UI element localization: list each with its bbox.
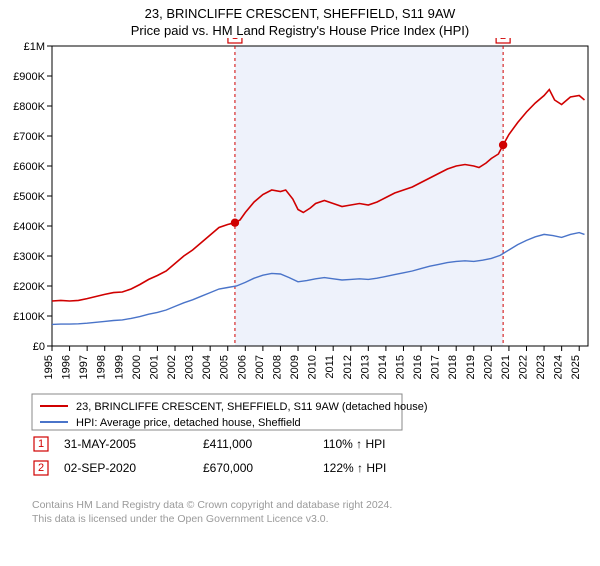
x-tick-label: 2016 <box>412 355 424 379</box>
x-tick-label: 2017 <box>430 355 442 379</box>
x-tick-label: 1998 <box>96 355 108 379</box>
x-tick-label: 2012 <box>342 355 354 379</box>
trans-marker-num: 2 <box>38 462 44 474</box>
x-tick-label: 1995 <box>43 355 55 379</box>
trans-pct: 122% ↑ HPI <box>323 461 386 475</box>
x-tick-label: 2015 <box>394 355 406 379</box>
y-tick-label: £800K <box>13 101 45 113</box>
y-tick-label: £600K <box>13 161 45 173</box>
trans-price: £670,000 <box>203 461 253 475</box>
y-tick-label: £700K <box>13 131 45 143</box>
y-tick-label: £500K <box>13 191 45 203</box>
price-chart: £0 £100K £200K £300K £400K £500K £600K £700K £80… <box>0 38 600 556</box>
trans-pct: 110% ↑ HPI <box>323 437 385 451</box>
x-tick-label: 1997 <box>78 355 90 379</box>
x-tick-label: 2011 <box>324 355 336 379</box>
x-tick-label: 2000 <box>131 355 143 379</box>
x-tick-label: 2005 <box>219 355 231 379</box>
x-tick-label: 2020 <box>482 355 494 379</box>
x-tick-label: 1996 <box>61 355 73 379</box>
x-tick-label: 2018 <box>447 355 459 379</box>
x-tick-label: 2022 <box>517 355 529 379</box>
y-tick-label: £100K <box>13 311 45 323</box>
x-tick-label: 2023 <box>535 355 547 379</box>
footer-line1: Contains HM Land Registry data © Crown c… <box>32 499 392 511</box>
sale-period-band <box>235 46 503 346</box>
chart-title-sub: Price paid vs. HM Land Registry's House … <box>0 23 600 38</box>
y-tick-label: £300K <box>13 251 45 263</box>
trans-price: £411,000 <box>203 437 252 451</box>
x-tick-label: 2006 <box>236 355 248 379</box>
trans-date: 02-SEP-2020 <box>64 461 136 475</box>
x-tick-label: 2003 <box>184 355 196 379</box>
sale-point <box>499 141 507 149</box>
x-tick-label: 2007 <box>254 355 266 379</box>
x-tick-label: 2014 <box>377 355 389 379</box>
sale-marker-num: 1 <box>232 38 238 42</box>
sale-point <box>231 219 239 227</box>
x-tick-label: 1999 <box>113 355 125 379</box>
x-tick-label: 2024 <box>553 355 565 379</box>
x-tick-label: 2009 <box>289 355 301 379</box>
x-tick-label: 2013 <box>359 355 371 379</box>
x-tick-label: 2001 <box>148 355 160 379</box>
x-tick-label: 2010 <box>307 355 319 379</box>
y-tick-label: £0 <box>33 341 45 353</box>
x-tick-label: 2025 <box>570 355 582 379</box>
x-tick-label: 2021 <box>500 355 512 379</box>
y-tick-label: £400K <box>13 221 45 233</box>
x-tick-label: 2002 <box>166 355 178 379</box>
sale-marker-num: 2 <box>500 38 506 42</box>
trans-marker-num: 1 <box>38 438 44 450</box>
y-tick-label: £900K <box>13 71 45 83</box>
chart-title-address: 23, BRINCLIFFE CRESCENT, SHEFFIELD, S11 … <box>0 6 600 21</box>
legend-label: 23, BRINCLIFFE CRESCENT, SHEFFIELD, S11 … <box>76 401 428 413</box>
y-tick-label: £200K <box>13 281 45 293</box>
y-tick-label: £1M <box>24 41 45 53</box>
x-tick-label: 2004 <box>201 355 213 379</box>
x-tick-label: 2019 <box>465 355 477 379</box>
trans-date: 31-MAY-2005 <box>64 437 136 451</box>
footer-line2: This data is licensed under the Open Gov… <box>32 513 329 525</box>
x-tick-label: 2008 <box>271 355 283 379</box>
legend-label: HPI: Average price, detached house, Shef… <box>76 417 301 429</box>
